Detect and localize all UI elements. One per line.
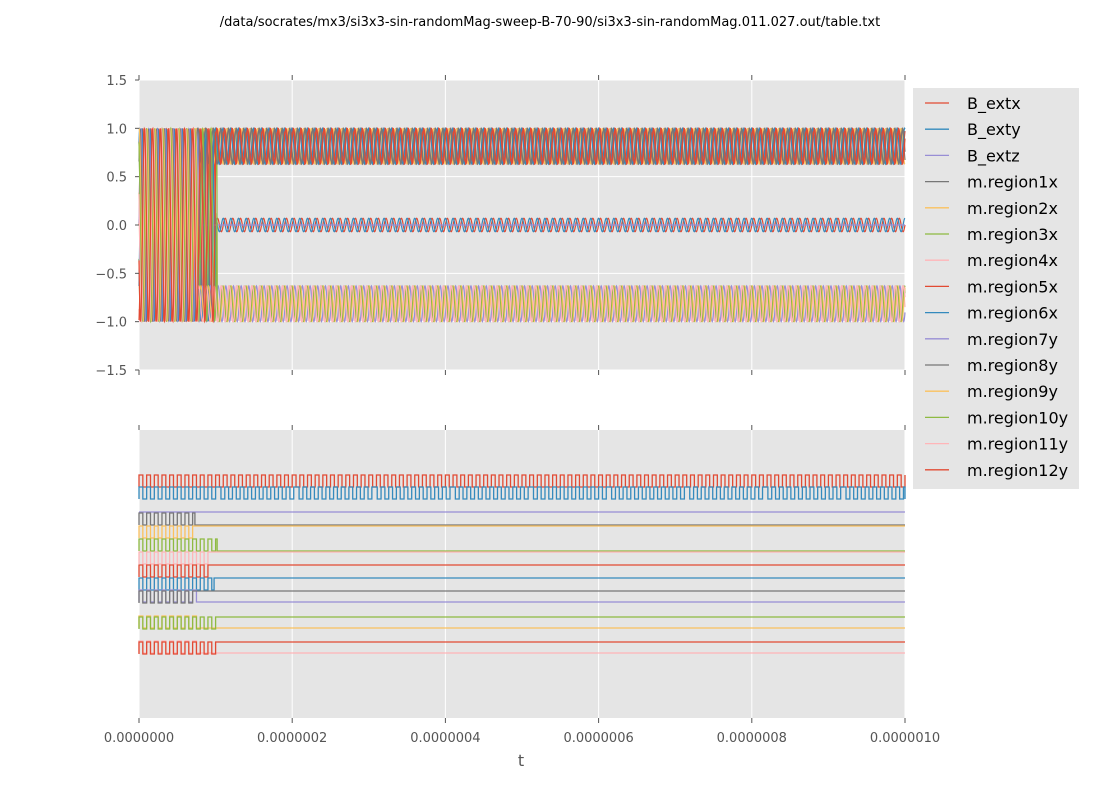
legend-label: B_extz — [967, 146, 1020, 166]
y-tick-label: −0.5 — [95, 267, 127, 282]
legend-item: B_extz — [925, 146, 1020, 166]
legend-item: m.region3x — [925, 225, 1058, 244]
legend-label: m.region11y — [967, 435, 1068, 454]
legend-label: m.region9y — [967, 382, 1058, 401]
legend-label: m.region4x — [967, 251, 1058, 270]
legend-item: m.region2x — [925, 199, 1058, 218]
legend-item: m.region9y — [925, 382, 1058, 401]
digital-trace-m-region2x — [138, 525, 905, 539]
top-axes: 1.5 1.0 0.5 0.0 −0.5 −1.0 −1.5 — [95, 74, 906, 379]
y-tick-label: 1.5 — [106, 74, 127, 89]
legend-label: m.region1x — [967, 173, 1058, 192]
series-line-m-region11y — [138, 126, 906, 324]
series-line-b-exty — [138, 128, 906, 322]
digital-trace-m-region5x — [138, 564, 905, 578]
x-tick-label: 0.0000004 — [410, 731, 480, 746]
x-tick-label: 0.0000002 — [257, 731, 327, 746]
digital-trace-b-exty — [138, 486, 906, 500]
legend-item: m.region11y — [925, 435, 1068, 454]
x-tick-label: 0.0000010 — [870, 731, 940, 746]
legend-item: m.region10y — [925, 408, 1068, 427]
legend-item: m.region8y — [925, 356, 1058, 375]
legend-item: m.region7y — [925, 330, 1058, 349]
legend-label: B_extx — [967, 94, 1021, 114]
series-line-m-region12y — [138, 126, 906, 324]
bottom-axes: 0.0000000 0.0000002 0.0000004 0.0000006 0.00… — [104, 425, 940, 746]
legend-label: m.region7y — [967, 330, 1058, 349]
top-xticks — [138, 75, 906, 375]
series-line-m-region8y — [138, 127, 906, 323]
digital-trace-b-extx — [138, 474, 906, 488]
legend-item: B_extx — [925, 94, 1021, 114]
digital-trace-m-region10y — [138, 616, 905, 630]
digital-trace-m-region1x — [138, 512, 905, 526]
x-tick-label: 0.0000008 — [717, 731, 787, 746]
legend-item: m.region1x — [925, 173, 1058, 192]
x-tick-label: 0.0000006 — [563, 731, 633, 746]
legend-label: m.region10y — [967, 408, 1068, 427]
legend-label: m.region12y — [967, 461, 1068, 480]
legend-label: m.region3x — [967, 225, 1058, 244]
y-tick-label: −1.5 — [95, 364, 127, 379]
legend-label: m.region8y — [967, 356, 1058, 375]
y-tick-label: 0.5 — [106, 171, 127, 186]
digital-trace-m-region3x — [138, 538, 905, 552]
legend-item: B_exty — [925, 120, 1021, 140]
legend-item: m.region6x — [925, 304, 1058, 323]
y-tick-label: 1.0 — [106, 122, 127, 137]
digital-trace-m-region4x — [138, 551, 905, 565]
legend-label: m.region2x — [967, 199, 1058, 218]
series-line-m-region10y — [138, 126, 906, 324]
top-yticks: 1.5 1.0 0.5 0.0 −0.5 −1.0 −1.5 — [95, 74, 139, 379]
legend-label: m.region5x — [967, 277, 1058, 296]
legend-item: m.region4x — [925, 251, 1058, 270]
legend-label: m.region6x — [967, 304, 1058, 323]
bottom-series — [138, 474, 906, 655]
y-tick-label: −1.0 — [95, 316, 127, 331]
chart-title: /data/socrates/mx3/si3x3-sin-randomMag-s… — [220, 15, 880, 30]
top-series — [138, 126, 906, 324]
legend: B_extx B_exty B_extz m.region1x m.region2x m.… — [913, 88, 1079, 489]
x-tick-label: 0.0000000 — [104, 731, 174, 746]
legend-label: B_exty — [967, 120, 1021, 140]
legend-item: m.region12y — [925, 461, 1068, 480]
digital-trace-m-region12y — [138, 641, 905, 655]
legend-item: m.region5x — [925, 277, 1058, 296]
bottom-plot-background — [139, 430, 905, 718]
y-tick-label: 0.0 — [106, 219, 127, 234]
x-axis-label: t — [518, 751, 524, 770]
digital-trace-m-region8y — [138, 590, 905, 604]
bottom-xticks: 0.0000000 0.0000002 0.0000004 0.0000006 0.00… — [104, 425, 940, 746]
